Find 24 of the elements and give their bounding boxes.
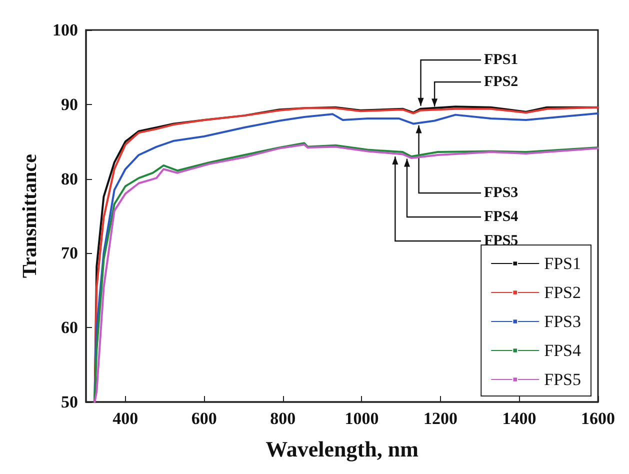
annotation: FPS3 [484,185,518,201]
x-tick-label: 1400 [502,409,536,428]
annotation: FPS2 [484,74,518,90]
annotation: FPS1 [484,52,518,68]
y-tick-label: 50 [61,392,78,412]
legend-label: FPS2 [544,283,582,302]
legend-label: FPS5 [544,370,582,389]
x-tick-label: 1200 [423,409,458,428]
x-tick-label: 800 [270,409,296,428]
y-tick-label: 80 [61,169,78,188]
y-tick-label: 70 [61,244,78,263]
y-axis-title: Transmittance [19,154,41,278]
x-tick-label: 600 [191,409,217,428]
x-tick-label: 400 [112,409,138,428]
legend-label: FPS1 [544,254,582,273]
x-tick-label: 1600 [581,409,615,428]
y-tick-label: 60 [61,318,78,338]
x-axis-title: Wavelength, nm [266,436,418,462]
legend-label: FPS3 [544,312,582,331]
y-tick-label: 100 [52,20,78,40]
x-tick-label: 1000 [344,409,379,428]
y-tick-label: 90 [61,94,78,114]
legend-label: FPS4 [544,341,582,360]
annotation: FPS4 [484,209,519,225]
